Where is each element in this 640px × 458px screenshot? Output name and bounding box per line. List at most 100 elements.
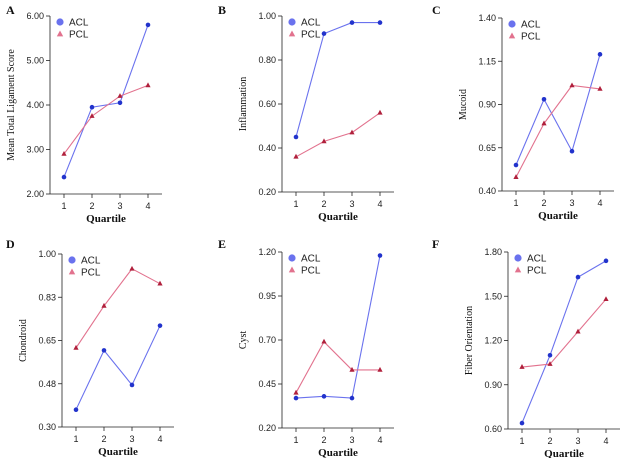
legend-marker-acl [68,256,76,264]
data-point-acl [541,97,547,102]
x-axis-label: Quartile [86,213,126,225]
x-tick-label: 2 [89,201,94,211]
data-point-pcl [575,328,581,334]
data-point-pcl [101,302,107,308]
y-axis-label: Fiber Orientation [464,306,475,375]
legend-marker-pcl [514,266,522,273]
data-point-acl [603,258,609,264]
data-point-acl [73,407,79,413]
y-tick-label: 0.95 [258,291,276,301]
series-line-pcl [295,340,380,394]
x-tick-label: 1 [519,436,524,446]
x-axis-label: Quartile [318,211,358,223]
x-tick-label: 3 [349,435,354,445]
data-point-pcl [293,389,299,395]
series-line-acl [295,255,381,399]
panel-letter: E [218,237,226,251]
y-tick-label: 3.00 [26,145,44,155]
chart-panel-e: E 0.20 0.45 0.70 0.95 1.20 1 2 3 4 Quartile Cyst ACL… [218,237,394,458]
legend-marker-acl [508,20,516,28]
x-tick-label: 2 [101,434,106,444]
data-point-pcl [157,280,163,286]
y-tick-label: 1.15 [478,56,496,66]
data-point-acl [101,348,107,353]
data-point-acl [513,162,519,168]
legend-marker-pcl [288,266,296,273]
data-point-pcl [569,82,575,88]
y-tick-label: 4.00 [26,100,44,110]
y-tick-label: 0.30 [38,422,56,432]
legend-label: PCL [301,30,321,41]
data-point-acl [321,394,327,399]
y-tick-label: 0.20 [258,423,276,433]
y-tick-label: 5.00 [26,56,44,66]
x-tick-label: 1 [293,435,298,445]
y-tick-label: 1.00 [258,11,276,21]
y-tick-label: 0.70 [258,335,276,345]
y-tick-label: 0.40 [478,186,496,196]
y-tick-label: 0.90 [484,380,502,390]
data-point-acl [157,323,163,328]
x-tick-label: 3 [129,434,134,444]
y-tick-label: 1.20 [258,247,276,257]
y-tick-label: 0.45 [258,379,276,389]
y-tick-label: 6.00 [26,11,44,21]
x-tick-label: 2 [321,199,326,209]
data-point-acl [321,31,327,36]
series-line-pcl [521,298,607,368]
y-tick-label: 0.40 [258,143,276,153]
y-axis-label: Mean Total Ligament Score [6,49,17,161]
data-point-acl [377,20,383,25]
chart-panel-f: F 0.60 0.90 1.20 1.50 1.80 1 2 3 4 Quartile Fiber O… [432,237,620,458]
x-tick-label: 4 [377,199,382,209]
data-point-pcl [129,265,135,271]
chart-panel-a: A 2.00 3.00 4.00 5.00 6.00 1 2 3 4 Quartile Mean To… [6,3,162,225]
y-tick-label: 1.40 [478,13,496,23]
data-point-pcl [541,120,547,126]
legend-label: ACL [527,254,547,265]
y-tick-label: 0.90 [478,100,496,110]
chart-panel-b: B 0.20 0.40 0.60 0.80 1.00 1 2 3 4 Quartile Inflamm… [218,3,394,223]
legend-marker-acl [56,18,64,26]
data-point-acl [519,420,525,426]
series-line-acl [515,54,601,166]
x-tick-label: 1 [61,201,66,211]
legend-label: ACL [81,256,101,267]
x-tick-label: 1 [73,434,78,444]
data-point-acl [61,174,67,180]
legend-marker-pcl [68,268,76,275]
series-line-acl [521,260,607,424]
panel-letter: B [218,3,226,17]
data-point-pcl [89,113,95,118]
panel-letter: F [432,237,439,251]
data-point-acl [293,395,299,401]
y-tick-label: 0.48 [38,379,56,389]
data-point-pcl [377,109,383,115]
data-point-acl [145,22,151,28]
data-point-pcl [321,338,327,344]
legend-marker-acl [514,254,522,262]
x-tick-label: 4 [157,434,162,444]
data-point-pcl [117,93,123,98]
data-point-pcl [597,85,603,91]
x-tick-label: 3 [117,201,122,211]
x-tick-label: 4 [597,198,602,208]
panel-letter: C [432,3,441,17]
data-point-acl [597,52,603,57]
y-tick-label: 0.83 [38,292,56,302]
x-tick-label: 4 [603,436,608,446]
data-point-pcl [349,366,355,372]
x-axis-label: Quartile [318,447,358,458]
legend-label: ACL [69,18,89,29]
x-tick-label: 2 [547,436,552,446]
legend-marker-pcl [508,32,516,39]
y-tick-label: 0.20 [258,187,276,197]
data-point-pcl [73,344,79,350]
data-point-pcl [377,366,383,372]
y-tick-label: 0.80 [258,55,276,65]
y-tick-label: 1.00 [38,249,56,259]
